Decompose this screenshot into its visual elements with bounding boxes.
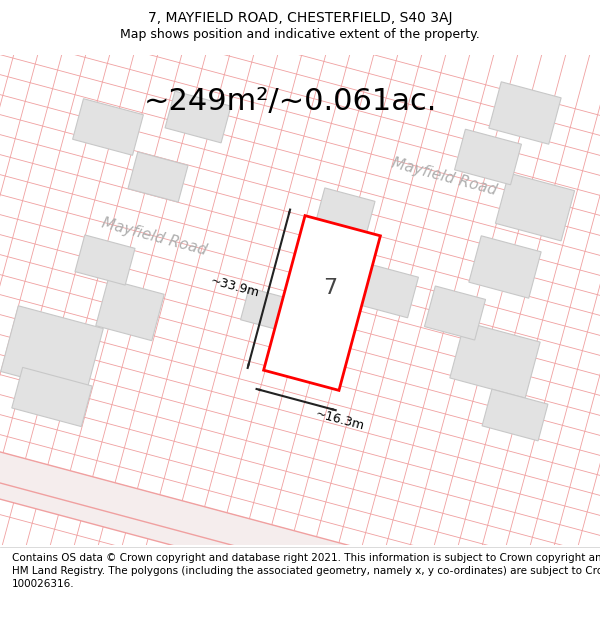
Polygon shape: [469, 236, 541, 298]
Polygon shape: [489, 82, 561, 144]
Polygon shape: [1, 306, 103, 394]
Text: 7, MAYFIELD ROAD, CHESTERFIELD, S40 3AJ: 7, MAYFIELD ROAD, CHESTERFIELD, S40 3AJ: [148, 11, 452, 25]
Polygon shape: [128, 152, 188, 202]
Polygon shape: [315, 188, 375, 238]
Polygon shape: [96, 279, 164, 341]
Polygon shape: [263, 216, 380, 391]
Polygon shape: [241, 288, 295, 332]
Polygon shape: [75, 235, 135, 285]
Text: Contains OS data © Crown copyright and database right 2021. This information is : Contains OS data © Crown copyright and d…: [12, 553, 600, 589]
Polygon shape: [12, 368, 92, 427]
Text: Mayfield Road: Mayfield Road: [390, 156, 499, 198]
Text: ~33.9m: ~33.9m: [209, 274, 261, 299]
Text: ~249m²/~0.061ac.: ~249m²/~0.061ac.: [143, 87, 437, 116]
Text: Map shows position and indicative extent of the property.: Map shows position and indicative extent…: [120, 28, 480, 41]
Polygon shape: [482, 389, 548, 441]
Polygon shape: [352, 262, 418, 318]
Polygon shape: [455, 129, 521, 185]
Polygon shape: [450, 322, 540, 398]
Polygon shape: [424, 286, 485, 340]
Text: Mayfield Road: Mayfield Road: [100, 216, 208, 258]
Polygon shape: [0, 353, 356, 576]
Polygon shape: [496, 173, 575, 241]
Polygon shape: [0, 338, 296, 575]
Text: 7: 7: [323, 278, 337, 298]
Polygon shape: [73, 99, 143, 155]
Polygon shape: [165, 91, 231, 143]
Text: ~16.3m: ~16.3m: [314, 408, 366, 433]
